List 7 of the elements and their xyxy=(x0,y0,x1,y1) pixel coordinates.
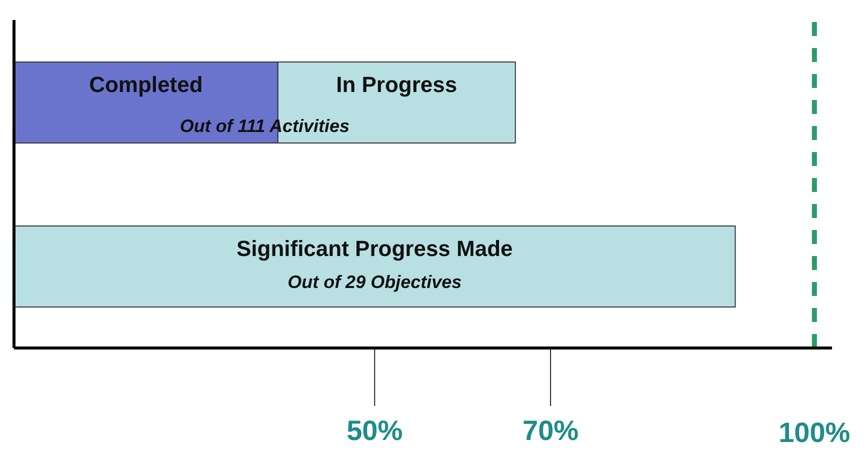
series-label: Significant Progress Made xyxy=(236,236,513,261)
series-label: Completed xyxy=(89,72,203,97)
series-label: In Progress xyxy=(336,72,458,97)
x-tick-label: 50% xyxy=(346,414,403,446)
ref-line-label: 100% xyxy=(778,416,850,448)
annotation: Out of 29 Objectives xyxy=(288,272,462,292)
x-tick-label: 70% xyxy=(522,414,579,446)
